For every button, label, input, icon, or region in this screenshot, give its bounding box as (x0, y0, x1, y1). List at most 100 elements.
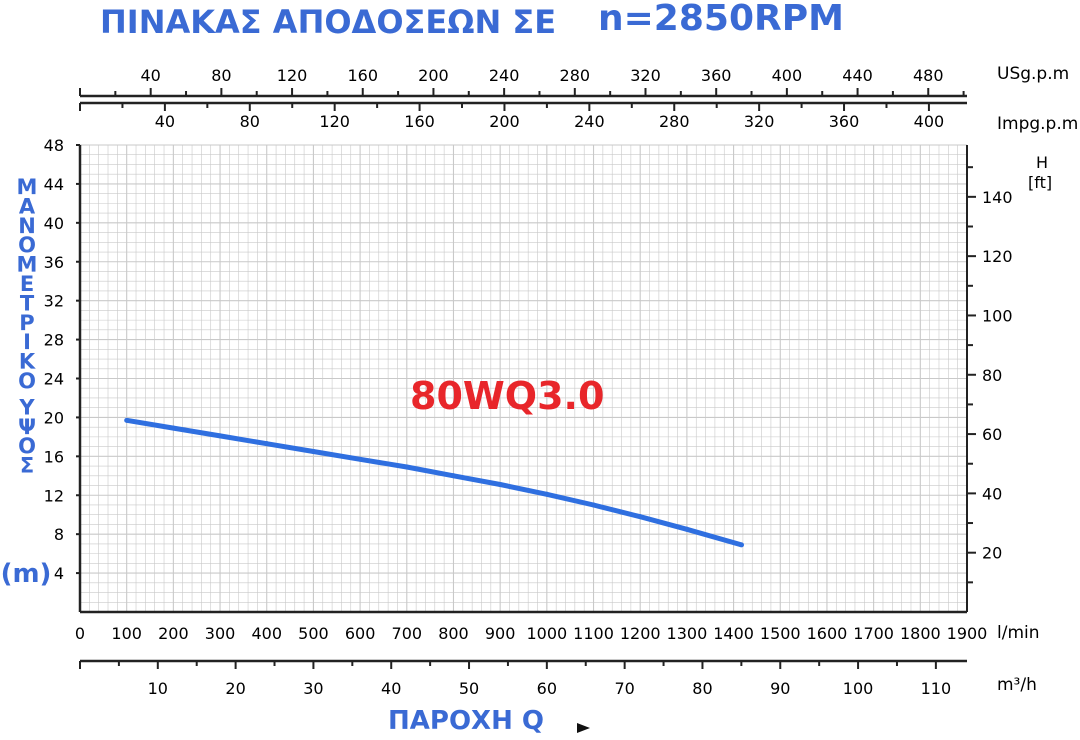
usgpm-tick-label: 240 (489, 66, 520, 85)
series-point (170, 425, 176, 431)
series-point (739, 542, 745, 548)
rpm-label: n=2850RPM (598, 0, 844, 39)
y-axis-title-letter: Μ (17, 253, 38, 277)
unit-usgpm: USg.p.m (997, 64, 1069, 84)
x-tick-label: 1800 (900, 624, 941, 643)
x-axis-arrow-icon (577, 723, 590, 733)
series-point (264, 441, 270, 447)
impgpm-tick-label: 320 (744, 112, 775, 131)
ft-tick-label: 100 (982, 306, 1013, 325)
series-point (497, 482, 503, 488)
m3h-tick-label: 30 (303, 679, 323, 698)
m3h-tick-label: 80 (692, 679, 712, 698)
series-point (357, 456, 363, 462)
m3h-tick-label: 60 (537, 679, 557, 698)
x-tick-label: 800 (438, 624, 469, 643)
x-tick-label: 400 (251, 624, 282, 643)
unit-impgpm: Impg.p.m (997, 114, 1078, 134)
chart-title: ΠΙΝΑΚΑΣ ΑΠΟΔΟΣΕΩΝ ΣΕ (100, 3, 556, 41)
y-axis-title-letter: Ρ (19, 311, 34, 335)
x-tick-label: 1900 (947, 624, 988, 643)
impgpm-tick-label: 240 (574, 112, 605, 131)
m3h-tick-label: 50 (459, 679, 479, 698)
usgpm-tick-label: 400 (772, 66, 803, 85)
unit-m3h: m³/h (997, 675, 1037, 695)
x-tick-label: 1100 (573, 624, 614, 643)
usgpm-tick-label: 440 (842, 66, 873, 85)
impgpm-tick-label: 160 (404, 112, 435, 131)
y-axis-title-letter: Υ (18, 395, 35, 419)
m3h-tick-label: 110 (921, 679, 952, 698)
ft-tick-label: 120 (982, 247, 1013, 266)
y-axis-title-letter: Ι (23, 330, 31, 354)
x-tick-label: 1000 (526, 624, 567, 643)
usgpm-tick-label: 80 (211, 66, 231, 85)
x-tick-label: 1300 (667, 624, 708, 643)
m3h-tick-label: 40 (381, 679, 401, 698)
ft-tick-label: 60 (982, 425, 1002, 444)
y-tick-label: 44 (44, 175, 64, 194)
m3h-tick-label: 10 (148, 679, 168, 698)
y-axis-title-letter: Τ (20, 291, 35, 315)
ft-tick-label: 20 (982, 544, 1002, 563)
x-tick-label: 600 (345, 624, 376, 643)
x-tick-label: 300 (205, 624, 236, 643)
y-tick-label: 36 (44, 253, 64, 272)
m3h-tick-label: 90 (770, 679, 790, 698)
series-layer (124, 417, 745, 548)
impgpm-tick-label: 400 (914, 112, 945, 131)
usgpm-tick-label: 360 (701, 66, 732, 85)
model-label: 80WQ3.0 (410, 374, 604, 418)
usgpm-tick-label: 160 (347, 66, 378, 85)
x-tick-label: 900 (485, 624, 516, 643)
x-tick-label: 0 (75, 624, 85, 643)
y-axis-title-letter: Ψ (18, 415, 36, 439)
y-tick-label: 20 (44, 408, 64, 427)
y-tick-label: 40 (44, 214, 64, 233)
series-point (310, 448, 316, 454)
usgpm-tick-label: 320 (630, 66, 661, 85)
x-tick-label: 1500 (760, 624, 801, 643)
usgpm-tick-label: 200 (418, 66, 449, 85)
right-axis-h: H (1036, 153, 1048, 172)
ft-tick-label: 80 (982, 366, 1002, 385)
series-line-80WQ3.0 (126, 417, 743, 548)
usgpm-tick-label: 480 (913, 66, 944, 85)
impgpm-tick-label: 120 (319, 112, 350, 131)
x-tick-label: 1600 (807, 624, 848, 643)
series-point (217, 433, 223, 439)
series-point (591, 502, 597, 508)
y-axis-title-letter: Σ (20, 454, 34, 478)
grid (79, 144, 968, 613)
axes (76, 88, 976, 669)
y-tick-label: 12 (44, 486, 64, 505)
impgpm-tick-label: 80 (240, 112, 260, 131)
m3h-tick-label: 100 (843, 679, 874, 698)
unit-lmin: l/min (997, 623, 1040, 643)
series-point (544, 491, 550, 497)
y-tick-label: 24 (44, 370, 64, 389)
y-axis-title-letter: Ε (20, 272, 34, 296)
series-point (684, 526, 690, 532)
series-point (404, 464, 410, 470)
impgpm-tick-label: 40 (155, 112, 175, 131)
usgpm-tick-label: 280 (560, 66, 591, 85)
x-tick-label: 1400 (713, 624, 754, 643)
usgpm-tick-label: 40 (141, 66, 161, 85)
m3h-tick-label: 20 (225, 679, 245, 698)
y-axis-title-letter: Ο (18, 369, 36, 393)
y-tick-label: 8 (54, 525, 64, 544)
y-axis-title-letter: Ο (18, 434, 36, 458)
x-tick-label: 1700 (853, 624, 894, 643)
series-point (124, 417, 130, 423)
impgpm-tick-label: 360 (829, 112, 860, 131)
y-axis-title-letter: Α (19, 194, 36, 218)
x-tick-label: 500 (298, 624, 329, 643)
y-tick-label: 4 (54, 564, 64, 583)
usgpm-tick-label: 120 (277, 66, 308, 85)
series-point (450, 473, 456, 479)
